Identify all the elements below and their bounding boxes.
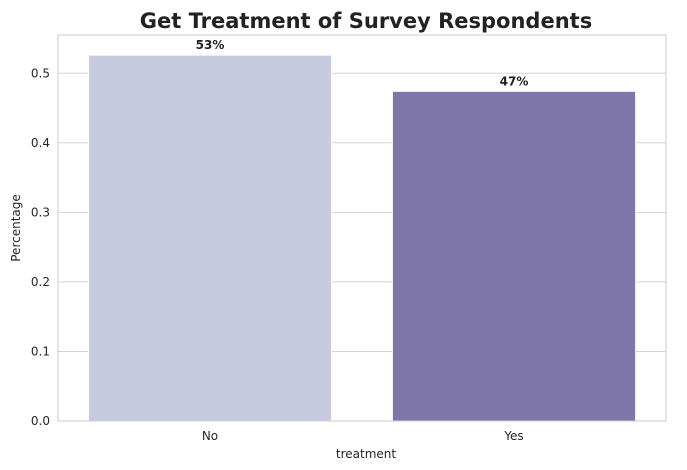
bar-no: [87, 54, 333, 422]
chart-title: Get Treatment of Survey Respondents: [140, 9, 592, 33]
y-tick-label: 0.1: [31, 344, 50, 358]
data-label: 53%: [196, 38, 225, 52]
y-tick-label: 0.4: [31, 136, 50, 150]
data-label: 47%: [500, 74, 529, 88]
y-ticks: 0.0 0.1 0.2 0.3 0.4 0.5: [31, 66, 50, 428]
x-axis-label: treatment: [336, 447, 396, 461]
y-axis-label: Percentage: [9, 194, 23, 262]
y-tick-label: 0.3: [31, 205, 50, 219]
bar-yes: [391, 90, 637, 422]
plot-frame: [57, 34, 667, 422]
x-ticks: No Yes: [202, 429, 524, 443]
data-labels: 53% 47%: [196, 38, 529, 88]
y-tick-label: 0.5: [31, 66, 50, 80]
x-tick-label: No: [202, 429, 218, 443]
y-tick-label: 0.2: [31, 275, 50, 289]
bars: [87, 54, 637, 422]
y-tick-label: 0.0: [31, 414, 50, 428]
x-tick-label: Yes: [503, 429, 523, 443]
